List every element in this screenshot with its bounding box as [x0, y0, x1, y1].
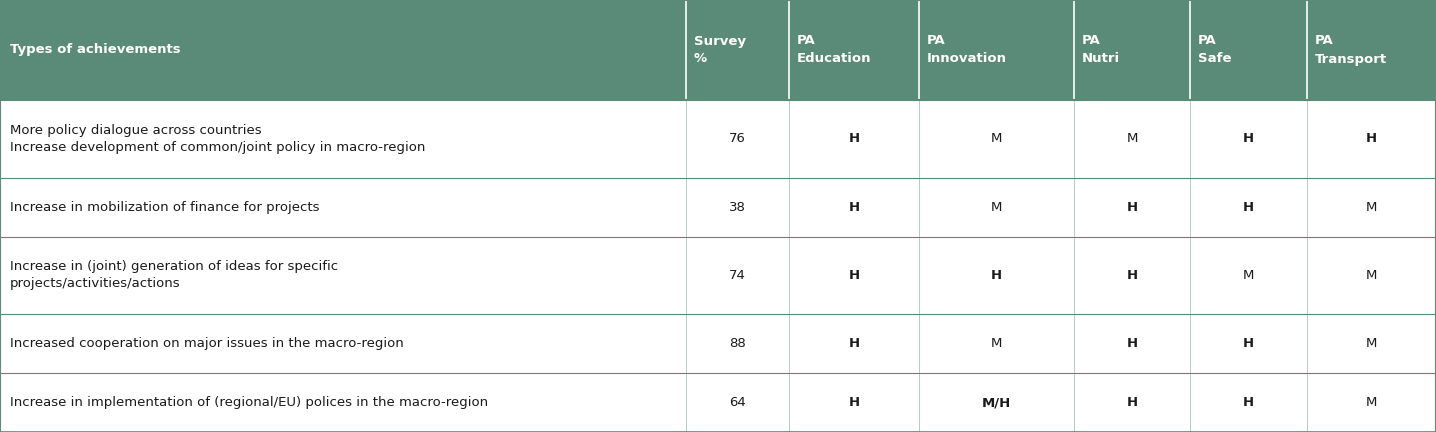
Bar [0, 314, 1436, 373]
Text: 74: 74 [729, 269, 745, 282]
Text: M: M [991, 200, 1002, 214]
Text: Increase in mobilization of finance for projects: Increase in mobilization of finance for … [10, 200, 319, 214]
Text: M/H: M/H [982, 396, 1011, 409]
Text: Increase in implementation of (regional/EU) polices in the macro-region: Increase in implementation of (regional/… [10, 396, 488, 409]
Text: M: M [1366, 269, 1377, 282]
Text: 64: 64 [729, 396, 745, 409]
Bar [0, 100, 1436, 178]
Text: M: M [991, 132, 1002, 145]
Text: H: H [1366, 132, 1377, 145]
Text: PA
Innovation: PA Innovation [926, 35, 1007, 66]
Text: 38: 38 [729, 200, 745, 214]
Text: PA
Education: PA Education [797, 35, 872, 66]
Text: M: M [991, 337, 1002, 350]
Text: H: H [1242, 337, 1254, 350]
Text: Survey
%: Survey % [694, 35, 745, 66]
Text: H: H [849, 200, 859, 214]
Text: H: H [849, 269, 859, 282]
Text: M: M [1366, 200, 1377, 214]
Text: M: M [1366, 396, 1377, 409]
Text: H: H [1242, 396, 1254, 409]
Bar [0, 178, 1436, 237]
Bar [0, 237, 1436, 314]
Text: Increase in (joint) generation of ideas for specific
projects/activities/actions: Increase in (joint) generation of ideas … [10, 260, 337, 290]
Bar [0, 0, 1436, 100]
Text: M: M [1366, 337, 1377, 350]
Text: PA
Nutri: PA Nutri [1081, 35, 1120, 66]
Text: H: H [849, 337, 859, 350]
Text: M: M [1242, 269, 1254, 282]
Text: 88: 88 [729, 337, 745, 350]
Text: H: H [1126, 396, 1137, 409]
Text: H: H [1126, 269, 1137, 282]
Text: Increased cooperation on major issues in the macro-region: Increased cooperation on major issues in… [10, 337, 404, 350]
Text: PA
Safe: PA Safe [1198, 35, 1232, 66]
Text: H: H [991, 269, 1002, 282]
Text: M: M [1126, 132, 1137, 145]
Text: H: H [849, 132, 859, 145]
Text: More policy dialogue across countries
Increase development of common/joint polic: More policy dialogue across countries In… [10, 124, 425, 154]
Text: PA
Transport: PA Transport [1314, 35, 1387, 66]
Text: H: H [1242, 132, 1254, 145]
Text: H: H [1126, 200, 1137, 214]
Text: H: H [1242, 200, 1254, 214]
Text: H: H [849, 396, 859, 409]
Text: Types of achievements: Types of achievements [10, 44, 181, 57]
Text: 76: 76 [729, 132, 745, 145]
Text: H: H [1126, 337, 1137, 350]
Bar [0, 373, 1436, 432]
